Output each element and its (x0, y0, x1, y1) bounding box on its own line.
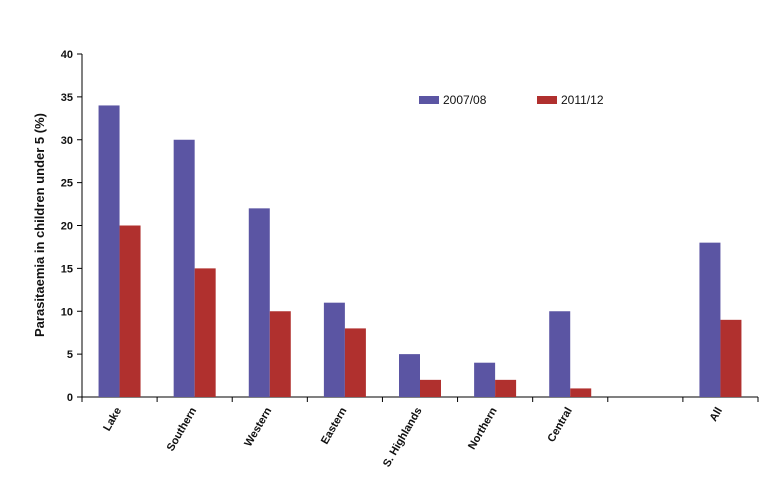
y-axis-label: Parasitaemia in children under 5 (%) (32, 113, 47, 337)
x-tick-label: Central (545, 406, 574, 445)
legend-label: 2007/08 (443, 93, 487, 107)
y-tick-label: 5 (67, 349, 73, 361)
bar-southern-2011-12 (194, 268, 216, 397)
legend-swatch (537, 96, 557, 104)
x-tick-label: S. Highlands (381, 406, 425, 470)
y-tick-label: 25 (61, 178, 73, 190)
x-tick-label: Northern (466, 405, 500, 451)
bar-northern-2011-12 (495, 379, 517, 397)
bar-lake-2007-08 (98, 105, 120, 397)
bar-eastern-2007-08 (323, 302, 345, 397)
bar-central-2011-12 (570, 388, 592, 397)
y-tick-label: 30 (61, 135, 73, 147)
x-tick-label: All (708, 406, 725, 424)
x-tick-label: Southern (165, 405, 200, 453)
bar-s-highlands-2011-12 (420, 379, 441, 397)
x-axis (81, 396, 759, 402)
bar-eastern-2011-12 (344, 328, 366, 397)
bar-southern-2007-08 (173, 139, 195, 397)
x-tick-label: Eastern (319, 405, 350, 446)
bar-lake-2011-12 (119, 225, 141, 397)
y-tick-label: 35 (61, 92, 73, 104)
y-tick-label: 0 (67, 392, 73, 404)
bar-northern-2007-08 (474, 362, 496, 397)
bar-western-2007-08 (248, 208, 270, 397)
y-tick-label: 10 (61, 306, 73, 318)
x-tick-label: Lake (101, 406, 124, 434)
bar-central-2007-08 (549, 311, 571, 397)
y-tick-label: 20 (61, 221, 73, 233)
y-tick-label: 15 (61, 263, 73, 275)
bar-all-2007-08 (699, 242, 721, 397)
x-tick-labels: Lake Southern Western Eastern S. Highlands No… (101, 405, 725, 469)
legend-label: 2011/12 (561, 93, 604, 107)
legend-swatch (419, 96, 439, 104)
bar-all-2011-12 (720, 319, 742, 397)
legend: 2007/08 2011/12 (419, 93, 604, 107)
x-tick-label: Western (242, 405, 274, 449)
y-tick-label: 40 (61, 49, 73, 61)
y-axis: 0 5 10 15 20 25 30 35 40 (61, 49, 83, 404)
bar-s-highlands-2007-08 (399, 354, 420, 397)
bar-western-2011-12 (269, 311, 291, 397)
bars (98, 105, 742, 397)
